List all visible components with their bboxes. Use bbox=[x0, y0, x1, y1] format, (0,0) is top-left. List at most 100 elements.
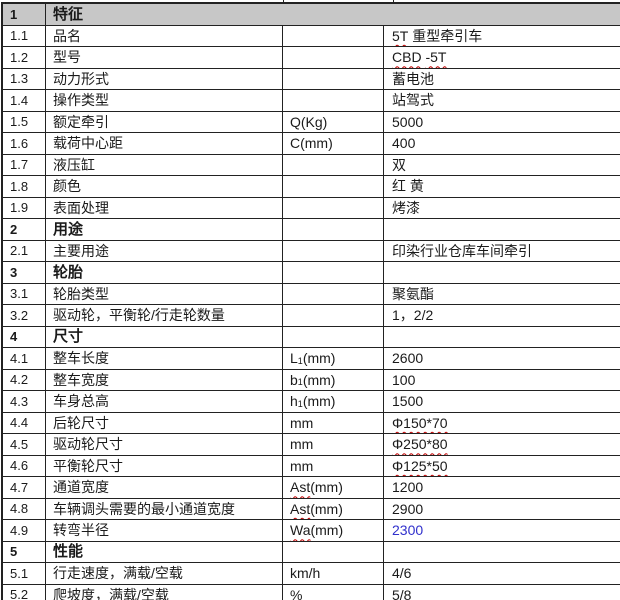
unit-cell[interactable]: % bbox=[283, 584, 384, 600]
label-cell[interactable]: 颜色 bbox=[46, 176, 283, 197]
label-cell[interactable]: 转弯半径 bbox=[46, 520, 283, 541]
value-cell[interactable]: 2300 bbox=[384, 520, 620, 541]
row-number-cell[interactable]: 4.8 bbox=[3, 498, 46, 519]
row-number-cell[interactable]: 1.9 bbox=[3, 197, 46, 218]
row-number-cell[interactable]: 1.2 bbox=[3, 47, 46, 68]
value-cell[interactable]: 2600 bbox=[384, 348, 620, 369]
unit-cell[interactable]: Wa (mm) bbox=[283, 520, 384, 541]
row-number-cell[interactable]: 5 bbox=[3, 541, 46, 562]
value-cell[interactable]: 2900 bbox=[384, 499, 620, 520]
row-number-cell[interactable]: 4.2 bbox=[3, 369, 46, 390]
unit-cell[interactable] bbox=[283, 90, 384, 111]
label-cell[interactable]: 爬坡度，满载/空载 bbox=[46, 584, 283, 600]
unit-cell[interactable]: L 1 (mm) bbox=[283, 348, 384, 369]
label-cell[interactable]: 载荷中心距 bbox=[46, 133, 283, 154]
unit-cell[interactable] bbox=[283, 68, 384, 89]
label-cell[interactable]: 动力形式 bbox=[46, 68, 283, 89]
unit-cell[interactable] bbox=[283, 154, 384, 175]
row-number-cell[interactable]: 4.7 bbox=[3, 477, 46, 498]
label-cell[interactable]: 平衡轮尺寸 bbox=[46, 455, 283, 476]
row-number-cell[interactable]: 3.1 bbox=[3, 283, 46, 304]
unit-cell[interactable]: mm bbox=[283, 412, 384, 433]
value-cell[interactable]: 印染行业仓库车间牵引 bbox=[384, 241, 620, 262]
row-number-cell[interactable]: 4.1 bbox=[3, 348, 46, 369]
row-number-cell[interactable]: 1.3 bbox=[3, 68, 46, 89]
row-number-cell[interactable]: 4.6 bbox=[3, 455, 46, 476]
unit-cell[interactable] bbox=[283, 326, 384, 347]
label-cell[interactable]: 用途 bbox=[46, 219, 283, 240]
value-cell[interactable]: 红 黄 bbox=[384, 176, 620, 197]
label-cell[interactable]: 型号 bbox=[46, 47, 283, 68]
value-cell[interactable] bbox=[384, 219, 620, 240]
row-number-cell[interactable]: 4.4 bbox=[3, 412, 46, 433]
row-number-cell[interactable]: 1.1 bbox=[3, 25, 46, 46]
unit-cell[interactable] bbox=[283, 262, 384, 283]
unit-cell[interactable]: C(mm) bbox=[283, 133, 384, 154]
value-cell[interactable]: 1，2/2 bbox=[384, 305, 620, 326]
row-number-cell[interactable]: 3.2 bbox=[3, 305, 46, 326]
row-number-cell[interactable]: 1.8 bbox=[3, 176, 46, 197]
value-cell[interactable]: 聚氨酯 bbox=[384, 284, 620, 305]
label-cell[interactable]: 车辆调头需要的最小通道宽度 bbox=[46, 498, 283, 519]
row-number-cell[interactable]: 4.3 bbox=[3, 391, 46, 412]
unit-cell[interactable]: h 1 (mm) bbox=[283, 391, 384, 412]
label-cell[interactable]: 驱动轮，平衡轮/行走轮数量 bbox=[46, 305, 283, 326]
value-cell[interactable]: 双 bbox=[384, 155, 620, 176]
unit-cell[interactable] bbox=[283, 305, 384, 326]
value-cell[interactable]: Φ150*70 bbox=[384, 413, 620, 434]
unit-cell[interactable] bbox=[283, 197, 384, 218]
row-number-cell[interactable]: 4 bbox=[3, 326, 46, 347]
unit-cell[interactable] bbox=[283, 47, 384, 68]
row-number-cell[interactable]: 1.5 bbox=[3, 111, 46, 132]
label-cell[interactable]: 行走速度，满载/空载 bbox=[46, 563, 283, 584]
value-cell[interactable]: 400 bbox=[384, 133, 620, 154]
value-cell[interactable]: 4/6 bbox=[384, 563, 620, 584]
label-cell[interactable]: 性能 bbox=[46, 541, 283, 562]
row-number-cell[interactable]: 1.4 bbox=[3, 90, 46, 111]
value-cell[interactable]: 5/8 bbox=[384, 585, 620, 600]
label-cell[interactable]: 后轮尺寸 bbox=[46, 412, 283, 433]
label-cell[interactable]: 主要用途 bbox=[46, 240, 283, 261]
unit-cell[interactable]: Q(Kg) bbox=[283, 111, 384, 132]
row-number-cell[interactable]: 4.9 bbox=[3, 520, 46, 541]
row-number-cell[interactable]: 5.1 bbox=[3, 563, 46, 584]
unit-cell[interactable] bbox=[283, 283, 384, 304]
value-cell[interactable]: Φ125*50 bbox=[384, 456, 620, 477]
row-number-cell[interactable]: 3 bbox=[3, 262, 46, 283]
unit-cell[interactable]: km/h bbox=[283, 563, 384, 584]
label-cell[interactable]: 品名 bbox=[46, 25, 283, 46]
label-cell[interactable]: 液压缸 bbox=[46, 154, 283, 175]
label-cell[interactable]: 驱动轮尺寸 bbox=[46, 434, 283, 455]
unit-cell[interactable] bbox=[283, 219, 384, 240]
value-cell[interactable]: 蓄电池 bbox=[384, 69, 620, 90]
row-number-cell[interactable]: 1.7 bbox=[3, 154, 46, 175]
value-cell[interactable]: 烤漆 bbox=[384, 198, 620, 219]
unit-cell[interactable] bbox=[283, 240, 384, 261]
label-cell[interactable]: 通道宽度 bbox=[46, 477, 283, 498]
value-cell[interactable]: 1500 bbox=[384, 391, 620, 412]
row-number-cell[interactable]: 2 bbox=[3, 219, 46, 240]
label-cell[interactable]: 尺寸 bbox=[46, 326, 283, 347]
value-cell[interactable] bbox=[384, 262, 620, 283]
row-number-cell[interactable]: 4.5 bbox=[3, 434, 46, 455]
unit-cell[interactable]: mm bbox=[283, 455, 384, 476]
value-cell[interactable]: 1200 bbox=[384, 477, 620, 498]
value-cell[interactable] bbox=[384, 542, 620, 563]
value-cell[interactable]: Φ250*80 bbox=[384, 434, 620, 455]
label-cell[interactable]: 表面处理 bbox=[46, 197, 283, 218]
label-cell[interactable]: 额定牵引 bbox=[46, 111, 283, 132]
unit-cell[interactable] bbox=[283, 541, 384, 562]
row-number-cell[interactable]: 5.2 bbox=[3, 584, 46, 600]
row-number-cell[interactable]: 1.6 bbox=[3, 133, 46, 154]
label-cell[interactable]: 整车长度 bbox=[46, 348, 283, 369]
label-cell[interactable]: 整车宽度 bbox=[46, 369, 283, 390]
unit-cell[interactable]: mm bbox=[283, 434, 384, 455]
value-cell[interactable]: CBD -5T bbox=[384, 47, 620, 68]
label-cell[interactable]: 操作类型 bbox=[46, 90, 283, 111]
label-cell[interactable]: 特征 bbox=[53, 5, 84, 23]
label-cell[interactable]: 轮胎类型 bbox=[46, 283, 283, 304]
unit-cell[interactable]: Ast (mm) bbox=[283, 498, 384, 519]
unit-cell[interactable] bbox=[283, 176, 384, 197]
value-cell[interactable]: 100 bbox=[384, 370, 620, 391]
label-cell[interactable]: 车身总高 bbox=[46, 391, 283, 412]
